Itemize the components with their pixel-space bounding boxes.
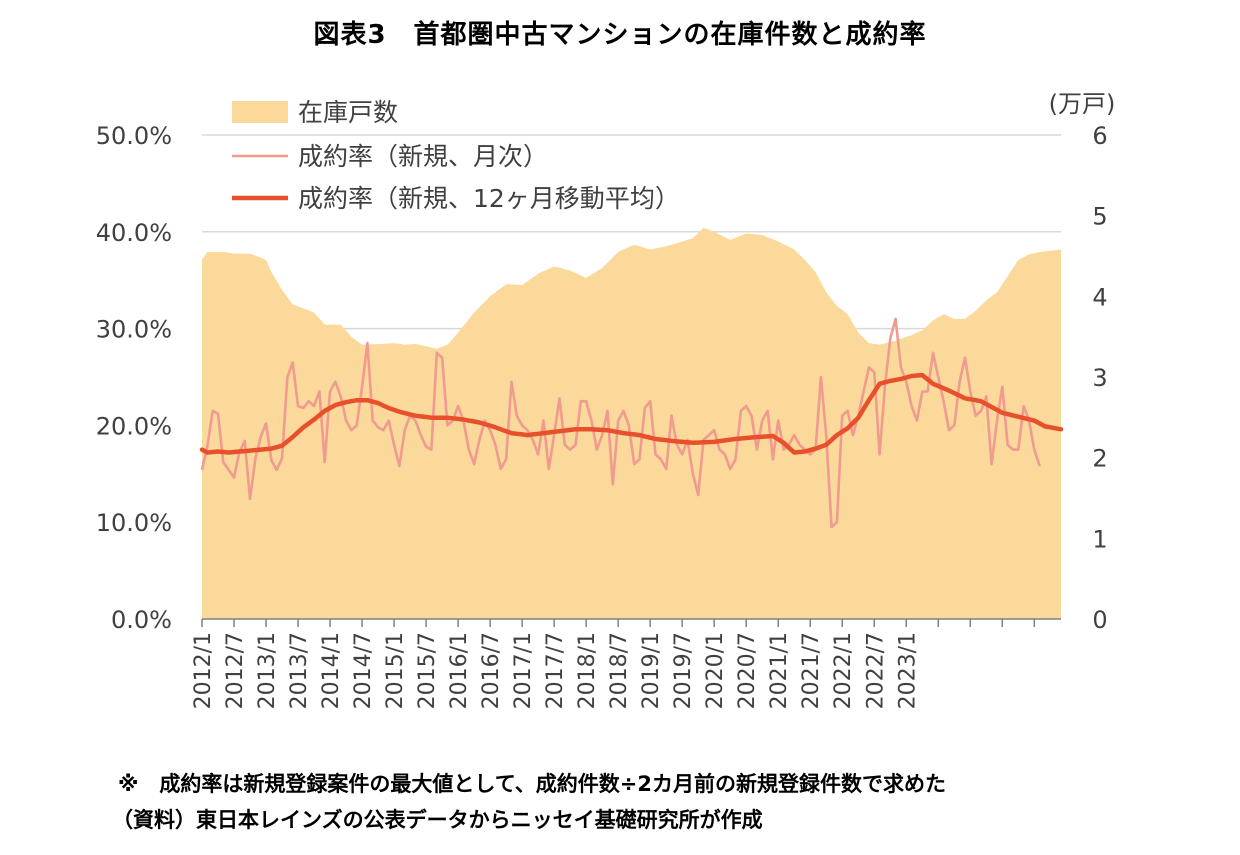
x-axis-tick-label: 2022/7 (863, 632, 888, 709)
legend-label-monthly-rate: 成約率（新規、月次） (298, 142, 548, 171)
x-axis-tick-label: 2019/1 (639, 632, 664, 709)
right-axis-tick-label: 4 (1092, 283, 1107, 311)
x-axis-tick-label: 2015/7 (415, 632, 440, 709)
right-axis-tick-label: 0 (1092, 606, 1107, 634)
inventory-area-layer (202, 227, 1061, 620)
right-axis-tick-label: 6 (1092, 122, 1107, 150)
x-axis-tick-label: 2020/1 (703, 632, 728, 709)
x-axis-tick-label: 2012/1 (191, 632, 216, 709)
legend-label-moving-average: 成約率（新規、12ヶ月移動平均） (298, 184, 680, 213)
monthly-rate-line (200, 317, 1041, 529)
rate-lines-layer (199, 317, 1064, 529)
right-axis-unit-label: (万戸) (1049, 90, 1116, 118)
x-axis-tick-label: 2015/1 (383, 632, 408, 709)
x-axis-tick-label: 2014/7 (351, 632, 376, 709)
x-axis-tick-label: 2017/1 (511, 632, 536, 709)
x-axis-tick-label: 2018/7 (607, 632, 632, 709)
chart-title: 図表3 首都圏中古マンションの在庫件数と成約率 (313, 20, 927, 50)
x-axis-tick-label: 2021/7 (799, 632, 824, 709)
x-axis-tick-label: 2013/7 (287, 632, 312, 709)
left-axis-tick-label: 10.0% (96, 509, 172, 537)
left-axis-tick-label: 40.0% (96, 219, 172, 247)
x-axis-tick-label: 2023/1 (895, 632, 920, 709)
x-axis-tick-label: 2016/1 (447, 632, 472, 709)
x-axis-tick-label: 2022/1 (831, 632, 856, 709)
left-axis-tick-label: 30.0% (96, 316, 172, 344)
left-axis-tick-label: 20.0% (96, 412, 172, 440)
x-axis-tick-label: 2014/1 (319, 632, 344, 709)
moving-average-line (199, 372, 1064, 455)
x-axis-tick-label: 2019/7 (671, 632, 696, 709)
right-axis-tick-label: 1 (1092, 525, 1107, 553)
x-axis-tick-label: 2020/7 (735, 632, 760, 709)
x-axis-tick-label: 2017/7 (543, 632, 568, 709)
footnote-source: （資料）東日本レインズの公表データからニッセイ基礎研究所が作成 (112, 808, 763, 832)
right-axis-tick-label: 3 (1092, 364, 1107, 392)
left-axis-tick-label: 0.0% (111, 606, 172, 634)
footnote-definition: ※ 成約率は新規登録案件の最大値として、成約件数÷2カ月前の新規登録件数で求めた (118, 772, 946, 796)
inventory-area (202, 227, 1061, 620)
x-axis-tick-label: 2016/7 (479, 632, 504, 709)
right-axis-tick-label: 5 (1092, 203, 1107, 231)
x-axis-tick-label: 2012/7 (223, 632, 248, 709)
left-axis-tick-label: 50.0% (96, 122, 172, 150)
legend-swatch-inventory (232, 101, 288, 123)
x-axis-tick-label: 2018/1 (575, 632, 600, 709)
axes: 0.0% 10.0% 20.0% 30.0% 40.0% 50.0% 0 1 2 3 4 5 6 2012… (96, 122, 1108, 709)
legend-label-inventory: 在庫戸数 (298, 98, 398, 127)
x-axis-tick-label: 2013/1 (255, 632, 280, 709)
legend: 在庫戸数 成約率（新規、月次） 成約率（新規、12ヶ月移動平均） (232, 98, 680, 213)
x-axis-tick-label: 2021/1 (767, 632, 792, 709)
right-axis-tick-label: 2 (1092, 445, 1107, 473)
